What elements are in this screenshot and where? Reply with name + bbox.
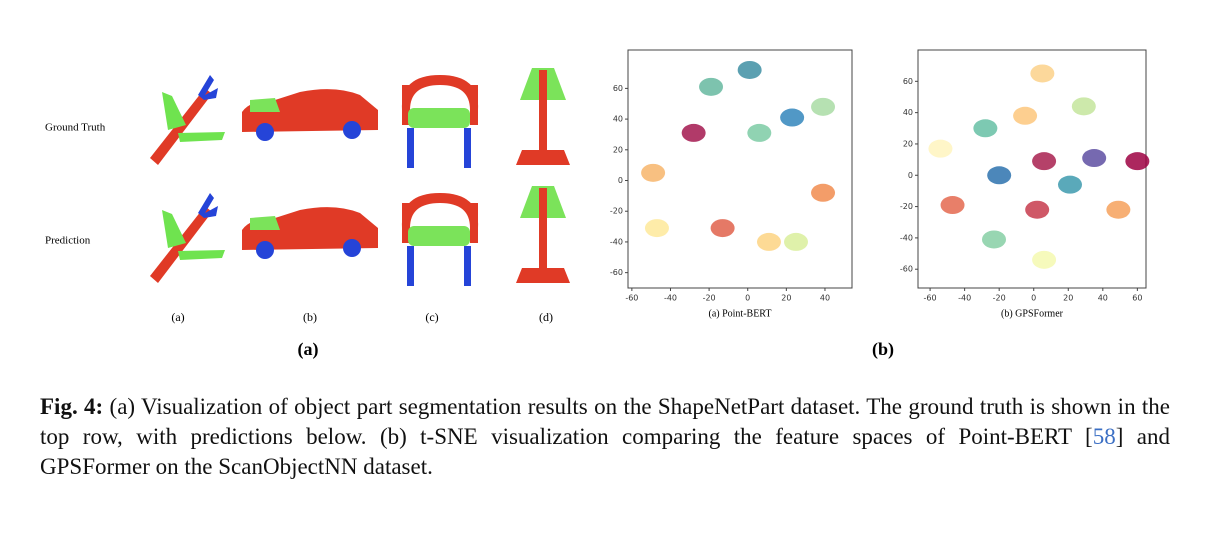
cluster-point (1032, 250, 1057, 269)
cluster-point (1125, 152, 1150, 171)
cluster-point (756, 232, 781, 251)
x-tick-label: 20 (1063, 294, 1073, 303)
object-chair (401, 193, 479, 286)
cluster-point (681, 123, 706, 142)
y-tick-label: -60 (610, 268, 623, 277)
plot-frame (917, 49, 1147, 289)
panel-label: (a) (298, 339, 319, 360)
object-lamp (516, 186, 570, 283)
cluster-point (987, 166, 1012, 185)
y-tick-label: 60 (613, 84, 623, 93)
cluster-point (1013, 106, 1038, 125)
row-label: Prediction (45, 235, 91, 247)
object-plane (150, 75, 225, 165)
cluster-point (940, 196, 965, 215)
figure: Ground Truth Prediction (a) (b) (c) (d) … (45, 49, 1150, 360)
row-label: Ground Truth (45, 122, 106, 134)
x-tick-label: -40 (958, 294, 971, 303)
cluster-point (1032, 152, 1057, 171)
cluster-point (1030, 64, 1055, 83)
y-tick-label: 20 (903, 139, 913, 148)
y-tick-label: 20 (613, 145, 623, 154)
cluster-point (737, 60, 762, 79)
cluster-point (811, 97, 836, 116)
citation[interactable]: 58 (1092, 424, 1116, 449)
plot-frame (627, 49, 853, 289)
x-tick-label: 0 (1031, 294, 1036, 303)
cluster-point (811, 183, 836, 202)
x-tick-label: -20 (993, 294, 1006, 303)
cluster-point (710, 219, 735, 238)
cluster-point (780, 108, 805, 127)
cluster-point (1071, 97, 1096, 116)
figure-a: Ground Truth Prediction (a) (b) (c) (d) … (45, 68, 570, 360)
x-tick-label: 0 (745, 294, 750, 303)
object-lamp (516, 68, 570, 165)
caption: Fig. 4: (a) Visualization of object part… (40, 392, 1170, 482)
y-tick-label: 40 (903, 108, 913, 117)
object-chair (401, 75, 479, 168)
y-tick-label: -60 (900, 265, 913, 274)
caption-text: (a) Visualization of object part segment… (40, 394, 1171, 449)
x-axis-label: (a) Point-BERT (708, 308, 771, 319)
y-tick-label: -40 (900, 233, 913, 242)
cluster-point (747, 123, 772, 142)
cluster-point (928, 139, 953, 158)
object-label: (d) (539, 310, 553, 324)
x-tick-label: 60 (1132, 294, 1142, 303)
cluster-point (973, 119, 998, 138)
x-axis-label: (b) GPSFormer (1001, 308, 1064, 319)
cluster-point (1106, 200, 1131, 219)
cluster-point (784, 232, 808, 251)
y-tick-label: 0 (618, 176, 623, 185)
x-tick-label: 40 (820, 294, 830, 303)
cluster-point (1025, 200, 1050, 219)
cluster-point (982, 230, 1006, 249)
object-car (242, 89, 378, 141)
cluster-point (644, 219, 669, 238)
y-tick-label: 0 (908, 171, 913, 180)
object-label: (b) (303, 310, 317, 324)
cluster-point (1058, 175, 1082, 194)
x-tick-label: -60 (625, 294, 638, 303)
cluster-point (641, 163, 666, 182)
y-tick-label: -40 (610, 237, 623, 246)
caption-label: Fig. 4: (40, 394, 104, 419)
x-tick-label: 40 (1098, 294, 1108, 303)
y-tick-label: 60 (903, 77, 913, 86)
object-label: (c) (425, 310, 438, 324)
cluster-point (1082, 149, 1107, 168)
caption-text: ] and GPSFormer on the ScanObjectNN data… (40, 424, 1170, 479)
x-tick-label: -40 (664, 294, 677, 303)
x-tick-label: 20 (781, 294, 791, 303)
object-label: (a) (171, 310, 184, 324)
object-plane (150, 193, 225, 283)
panel-label: (b) (872, 339, 894, 360)
y-tick-label: -20 (610, 207, 623, 216)
object-car (242, 207, 378, 259)
x-tick-label: -60 (924, 294, 937, 303)
y-tick-label: -20 (900, 202, 913, 211)
x-tick-label: -20 (703, 294, 716, 303)
cluster-point (699, 77, 724, 96)
y-tick-label: 40 (613, 115, 623, 124)
